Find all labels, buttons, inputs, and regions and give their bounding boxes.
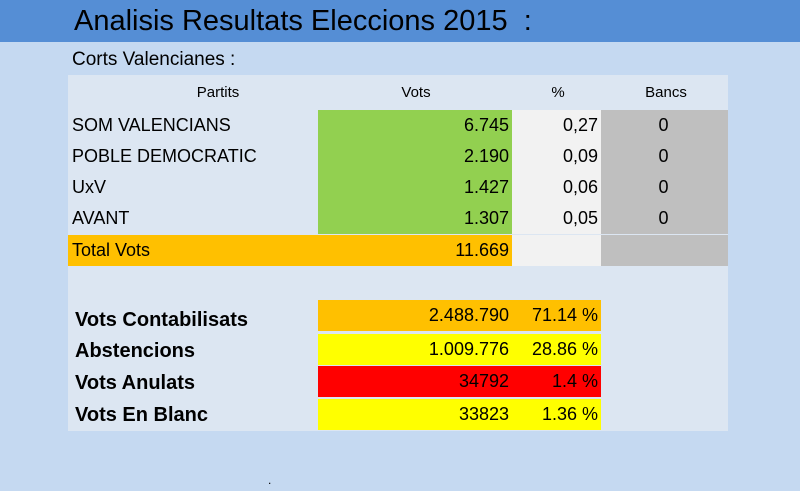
title-bar	[0, 0, 800, 42]
total-row	[68, 235, 512, 266]
party-seats: 0	[601, 203, 728, 234]
party-name: AVANT	[72, 208, 130, 228]
party-votes: 1.307	[318, 203, 512, 234]
stat-pct: 28.86 %	[512, 334, 601, 365]
page-subtitle: Corts Valencianes :	[72, 49, 236, 70]
stat-pct: 1.36 %	[512, 399, 601, 430]
total-seats-cell	[601, 235, 728, 266]
party-pct: 0,27	[512, 110, 601, 141]
party-name: UxV	[72, 177, 107, 197]
stat-value: 2.488.790	[318, 300, 512, 331]
stat-pct: 71.14 %	[512, 300, 601, 331]
stat-value: 34792	[318, 366, 512, 397]
header-partits: Partits	[196, 84, 240, 101]
party-votes: 6.745	[318, 110, 512, 141]
party-pct: 0,05	[512, 203, 601, 234]
total-pct-cell	[512, 235, 601, 266]
header-pct: %	[551, 84, 565, 101]
party-seats: 0	[601, 110, 728, 141]
stat-label: Vots En Blanc	[75, 404, 208, 426]
footer-mark: .	[268, 473, 272, 487]
party-pct: 0,09	[512, 141, 601, 172]
header-vots: Vots	[401, 84, 431, 101]
party-votes: 1.427	[318, 172, 512, 203]
party-name: POBLE DEMOCRATIC	[72, 146, 257, 166]
party-votes: 2.190	[318, 141, 512, 172]
stat-pct: 1.4 %	[512, 366, 601, 397]
stat-label: Abstencions	[75, 340, 196, 362]
party-seats: 0	[601, 141, 728, 172]
total-votes: 11.669	[455, 240, 509, 260]
stat-label: Vots Contabilisats	[75, 309, 248, 331]
party-name: SOM VALENCIANS	[72, 115, 231, 135]
party-pct: 0,06	[512, 172, 601, 203]
page-title: Analisis Resultats Eleccions 2015 :	[74, 5, 532, 37]
stat-value: 33823	[318, 399, 512, 430]
total-label: Total Vots	[72, 240, 151, 260]
header-bancs: Bancs	[645, 84, 687, 101]
stat-label: Vots Anulats	[75, 372, 196, 394]
party-seats: 0	[601, 172, 728, 203]
stat-value: 1.009.776	[318, 334, 512, 365]
